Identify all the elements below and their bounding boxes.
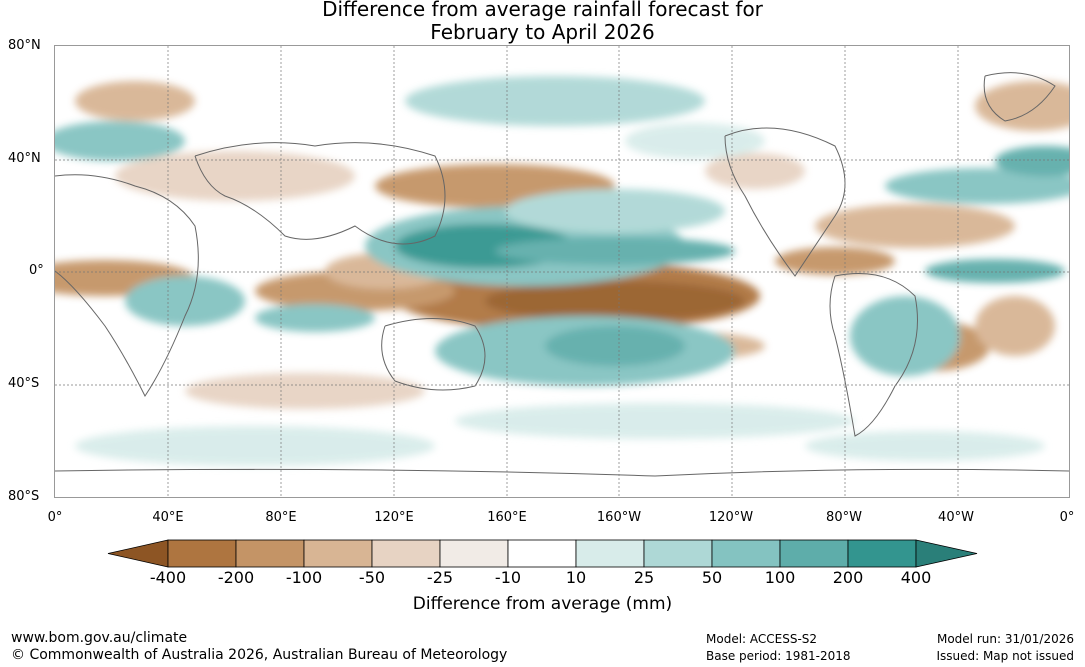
colorbar-bin bbox=[235, 539, 305, 568]
lat-label-80s: 80°S bbox=[8, 489, 40, 504]
colorbar-bin bbox=[575, 539, 645, 568]
lon-label-160w: 160°W bbox=[596, 510, 642, 525]
colorbar-tick-label: -400 bbox=[149, 568, 187, 587]
footer-model-run: Model run: 31/01/2026 bbox=[936, 632, 1074, 646]
colorbar-tick-label: -50 bbox=[358, 568, 386, 587]
colorbar-bin bbox=[847, 539, 917, 568]
dry-anomaly-north-atlantic bbox=[815, 204, 1015, 248]
lon-label-40e: 40°E bbox=[152, 510, 184, 525]
lat-label-40s: 40°S bbox=[8, 376, 40, 391]
map-title-line1: Difference from average rainfall forecas… bbox=[322, 0, 763, 21]
footer-url: www.bom.gov.au/climate bbox=[11, 630, 188, 646]
wet-anomaly-equatorial-atlantic bbox=[925, 259, 1065, 283]
colorbar-extend-low bbox=[107, 539, 169, 568]
colorbar-bin bbox=[303, 539, 373, 568]
colorbar-tick-label: -25 bbox=[426, 568, 454, 587]
wet-anomaly-south-america bbox=[850, 296, 960, 376]
colorbar-bin bbox=[711, 539, 781, 568]
lat-label-40n: 40°N bbox=[8, 151, 41, 166]
map-title-line2: February to April 2026 bbox=[430, 20, 655, 44]
lat-label-80n: 80°N bbox=[8, 38, 41, 53]
colorbar-bin bbox=[439, 539, 509, 568]
lon-label-160e: 160°E bbox=[487, 510, 527, 525]
footer-model: Model: ACCESS-S2 bbox=[706, 632, 818, 646]
rainfall-anomaly-field bbox=[55, 46, 1069, 497]
colorbar-bin bbox=[167, 539, 237, 568]
colorbar-bin bbox=[779, 539, 849, 568]
colorbar-tick-label: -10 bbox=[494, 568, 522, 587]
coastlines bbox=[55, 72, 1069, 477]
colorbar bbox=[107, 539, 978, 568]
wet-anomaly-africa bbox=[125, 276, 245, 326]
colorbar-tick-label: -200 bbox=[217, 568, 255, 587]
footer-copyright: © Commonwealth of Australia 2026, Austra… bbox=[11, 647, 508, 663]
graticule bbox=[55, 46, 1069, 497]
lon-label-40w: 40°W bbox=[938, 510, 974, 525]
lon-label-0-east: 0° bbox=[1059, 510, 1075, 525]
lon-label-80w: 80°W bbox=[826, 510, 862, 525]
colorbar-bin bbox=[643, 539, 713, 568]
lon-label-80e: 80°E bbox=[265, 510, 297, 525]
colorbar-tick-label: 100 bbox=[764, 568, 796, 587]
lon-label-120w: 120°W bbox=[708, 510, 754, 525]
colorbar-tick-label: 400 bbox=[900, 568, 932, 587]
colorbar-bin bbox=[371, 539, 441, 568]
rainfall-map bbox=[54, 45, 1070, 498]
colorbar-tick-label: 10 bbox=[565, 568, 587, 587]
colorbar-bin bbox=[507, 539, 577, 568]
footer-issued: Issued: Map not issued bbox=[936, 649, 1074, 663]
lat-label-equator: 0° bbox=[29, 263, 44, 278]
colorbar-tick-label: 200 bbox=[832, 568, 864, 587]
lon-label-0: 0° bbox=[47, 510, 63, 525]
colorbar-tick-label: 25 bbox=[633, 568, 655, 587]
lon-label-120e: 120°E bbox=[374, 510, 414, 525]
colorbar-extend-high bbox=[915, 539, 978, 568]
colorbar-title: Difference from average (mm) bbox=[412, 594, 673, 614]
footer-base-period: Base period: 1981-2018 bbox=[706, 649, 851, 663]
colorbar-tick-label: -100 bbox=[285, 568, 323, 587]
colorbar-tick-label: 50 bbox=[701, 568, 723, 587]
